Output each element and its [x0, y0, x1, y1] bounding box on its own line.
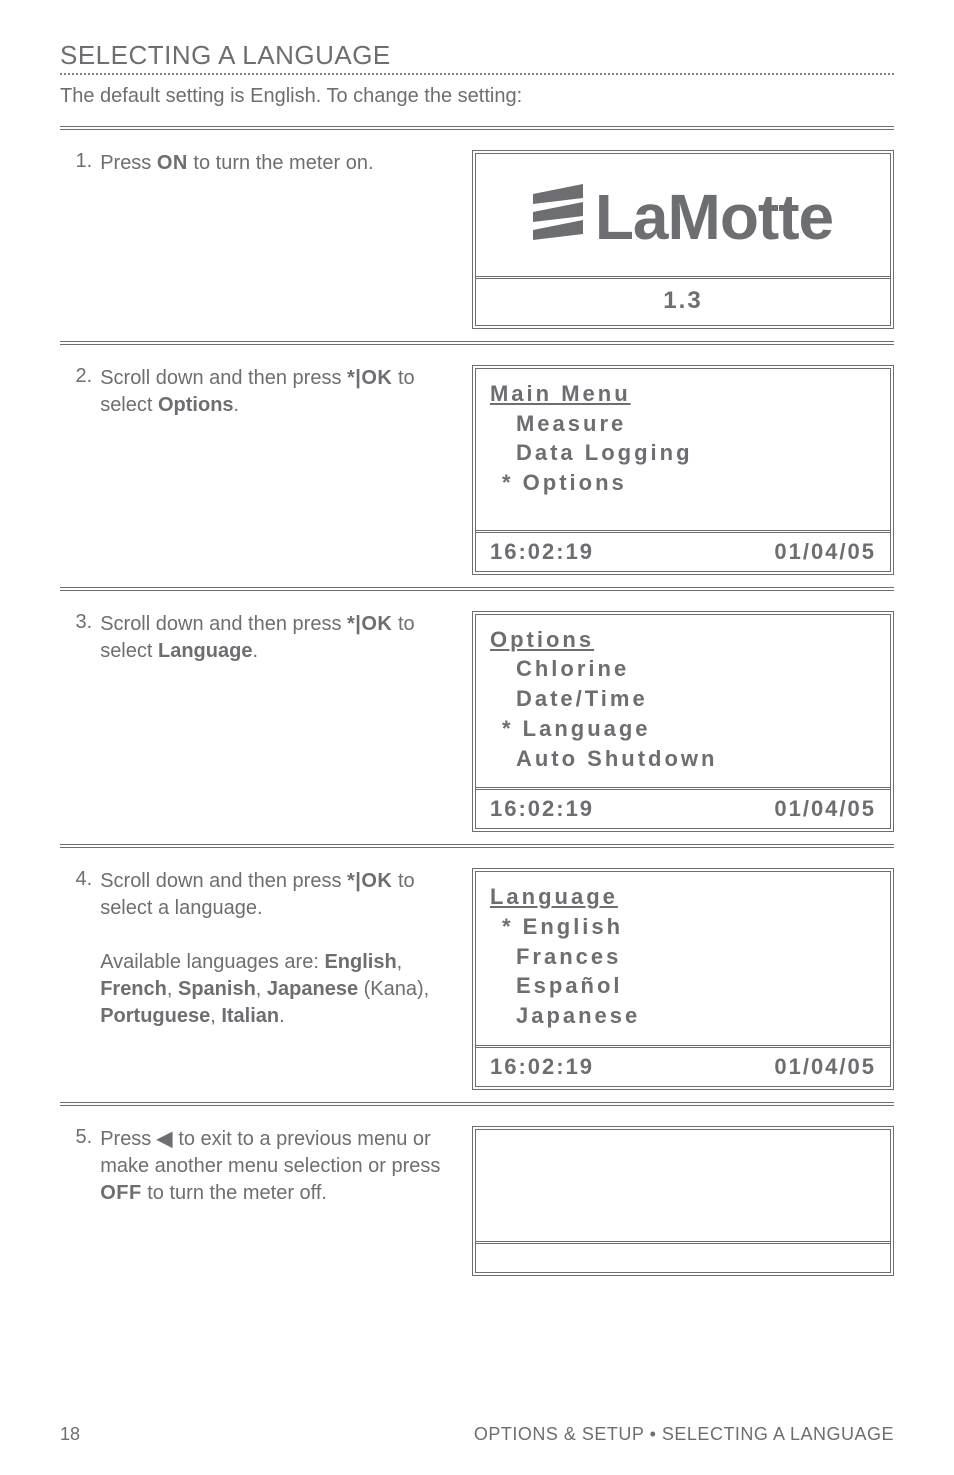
status-date: 01/04/05: [774, 796, 876, 822]
step-screen-cell: [472, 1118, 894, 1288]
step-number: 4.: [60, 860, 100, 1103]
meter-screen-blank: [472, 1126, 894, 1276]
step-screen-cell: Main MenuMeasureData Logging* Options 16:…: [472, 357, 894, 589]
dotted-rule: [60, 73, 894, 75]
footer: 18 OPTIONS & SETUP • SELECTING A LANGUAG…: [60, 1424, 894, 1445]
meter-screen: Language* EnglishFrancesEspañolJapanese 1…: [472, 868, 894, 1089]
section-heading: SELECTING A LANGUAGE: [60, 40, 894, 71]
meter-screen-logo: LaMotte 1.3: [472, 150, 894, 329]
menu-item: Japanese: [490, 1001, 876, 1031]
meter-screen: OptionsChlorineDate/Time* LanguageAuto S…: [472, 611, 894, 832]
menu-item: Measure: [490, 409, 876, 439]
status-date: 01/04/05: [774, 539, 876, 565]
firmware-version: 1.3: [476, 276, 890, 315]
screen-status-bar: 16:02:19 01/04/05: [476, 787, 890, 828]
step-number: 5.: [60, 1118, 100, 1288]
step-instruction: Press ON to turn the meter on.: [100, 142, 472, 343]
menu-item: Frances: [490, 942, 876, 972]
step-row: 2.Scroll down and then press *|OK to sel…: [60, 357, 894, 589]
menu-item: Auto Shutdown: [490, 744, 876, 774]
step-row: 1.Press ON to turn the meter on. LaMotte 1…: [60, 142, 894, 343]
step-number: 2.: [60, 357, 100, 589]
screen-status-bar: 16:02:19 01/04/05: [476, 1045, 890, 1086]
step-instruction: Scroll down and then press *|OK to selec…: [100, 860, 472, 1103]
screen-status-bar: 16:02:19 01/04/05: [476, 530, 890, 571]
step-screen-cell: OptionsChlorineDate/Time* LanguageAuto S…: [472, 603, 894, 846]
screen-title: Options: [490, 625, 876, 655]
screen-title: Main Menu: [490, 379, 876, 409]
step-number: 1.: [60, 142, 100, 343]
status-time: 16:02:19: [490, 539, 594, 565]
step-instruction: Press ◀ to exit to a previous menu or ma…: [100, 1118, 472, 1288]
menu-item: * Options: [490, 468, 876, 498]
page-number: 18: [60, 1424, 80, 1445]
step-number: 3.: [60, 603, 100, 846]
step-row: 5.Press ◀ to exit to a previous menu or …: [60, 1118, 894, 1288]
menu-item: * Language: [490, 714, 876, 744]
step-row: 4.Scroll down and then press *|OK to sel…: [60, 860, 894, 1103]
status-time: 16:02:19: [490, 1054, 594, 1080]
meter-screen: Main MenuMeasureData Logging* Options 16:…: [472, 365, 894, 575]
menu-item: Data Logging: [490, 438, 876, 468]
menu-item: Date/Time: [490, 684, 876, 714]
step-row: 3.Scroll down and then press *|OK to sel…: [60, 603, 894, 846]
intro-text: The default setting is English. To chang…: [60, 85, 894, 108]
step-screen-cell: Language* EnglishFrancesEspañolJapanese 1…: [472, 860, 894, 1103]
brand-mark-icon: [533, 184, 589, 250]
steps-table: 1.Press ON to turn the meter on. LaMotte 1…: [60, 126, 894, 1288]
step-screen-cell: LaMotte 1.3: [472, 142, 894, 343]
screen-title: Language: [490, 882, 876, 912]
brand-logo: LaMotte: [533, 184, 833, 250]
step-instruction: Scroll down and then press *|OK to selec…: [100, 357, 472, 589]
menu-item: Español: [490, 971, 876, 1001]
status-date: 01/04/05: [774, 1054, 876, 1080]
menu-item: Chlorine: [490, 654, 876, 684]
menu-item: * English: [490, 912, 876, 942]
footer-crumb: OPTIONS & SETUP • SELECTING A LANGUAGE: [474, 1424, 894, 1445]
step-instruction: Scroll down and then press *|OK to selec…: [100, 603, 472, 846]
brand-wordmark: LaMotte: [595, 185, 833, 249]
status-time: 16:02:19: [490, 796, 594, 822]
